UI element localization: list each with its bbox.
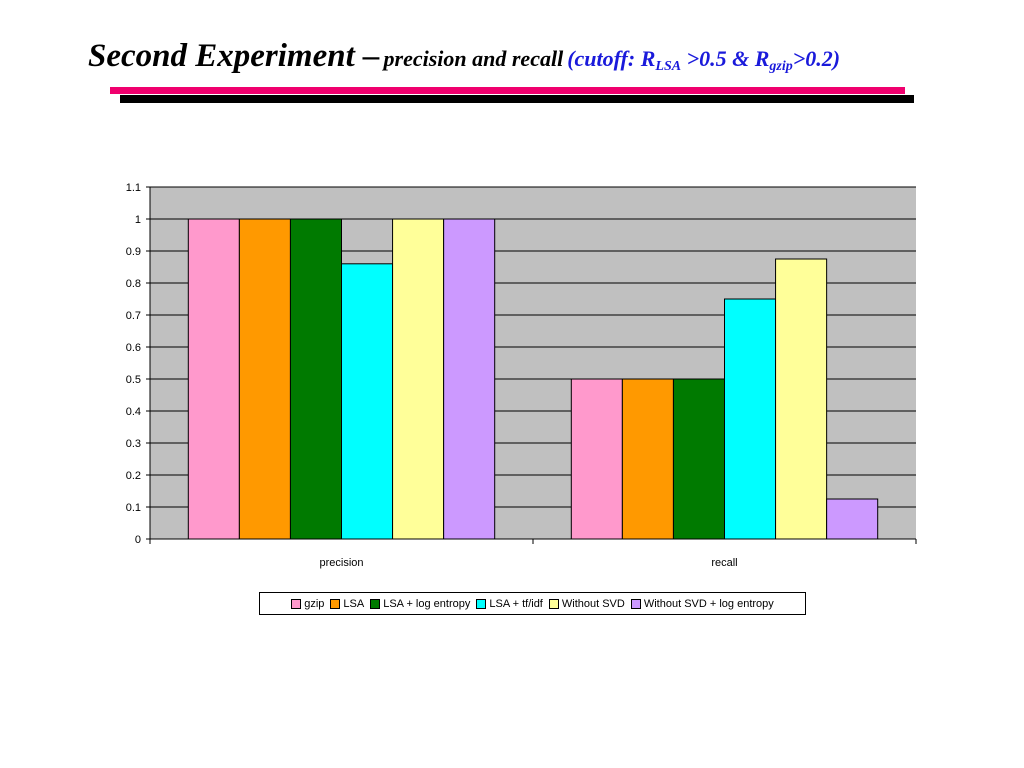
y-tick-label: 0.1 — [126, 502, 141, 514]
legend-label: Without SVD + log entropy — [643, 597, 774, 610]
bar — [443, 218, 496, 540]
bar — [570, 378, 623, 540]
legend-item: Without SVD + log entropy — [630, 597, 774, 610]
legend-swatch — [330, 598, 341, 609]
y-tick-label: 0.3 — [126, 438, 141, 450]
legend-item: LSA — [330, 598, 364, 610]
bar — [341, 263, 394, 540]
title-subtitle: precision and recall — [383, 46, 564, 71]
y-tick-label: 1 — [135, 214, 141, 226]
y-tick-label: 0.2 — [126, 470, 141, 482]
legend-swatch — [291, 598, 302, 609]
bar — [621, 378, 674, 540]
x-category-label: precision — [319, 557, 363, 569]
y-tick-label: 0.6 — [126, 342, 141, 354]
legend-item: LSA + tf/idf — [476, 598, 543, 610]
legend-label: LSA + tf/idf — [489, 597, 543, 610]
legend-item: LSA + log entropy — [370, 598, 470, 610]
legend-item: gzip — [291, 598, 324, 610]
bar — [826, 498, 879, 540]
slide-title: Second Experiment – precision and recall… — [88, 38, 1008, 75]
y-tick-label: 0.7 — [126, 310, 141, 322]
bar — [724, 298, 777, 540]
legend-swatch — [370, 598, 381, 609]
legend-swatch — [630, 598, 641, 609]
cutoff-suffix: >0.2) — [792, 46, 841, 71]
legend-label: gzip — [304, 597, 325, 610]
x-category-label: recall — [711, 557, 737, 569]
y-tick-label: 1.1 — [126, 182, 141, 194]
legend-label: LSA + log entropy — [383, 597, 471, 610]
bar — [392, 218, 445, 540]
bar — [238, 218, 291, 540]
title-underline-pink — [110, 87, 905, 94]
title-cutoff: (cutoff: RLSA >0.5 & Rgzip>0.2) — [567, 46, 841, 74]
legend-item: Without SVD — [548, 597, 625, 610]
cutoff-subscript-gzip: gzip — [769, 59, 793, 74]
title-underline-black — [120, 95, 914, 103]
y-tick-label: 0.9 — [126, 246, 141, 258]
bar — [775, 258, 828, 540]
y-tick-label: 0.8 — [126, 278, 141, 290]
legend-label: LSA — [343, 597, 365, 610]
chart-legend: gzip LSA LSA + log entropy LSA + tf/idf With… — [259, 592, 806, 615]
legend-swatch — [548, 598, 559, 609]
cutoff-subscript-lsa: LSA — [655, 59, 682, 74]
cutoff-prefix: (cutoff: R — [567, 46, 656, 71]
title-main: Second Experiment – — [88, 38, 380, 74]
bar — [672, 378, 726, 540]
legend-label: Without SVD — [561, 597, 625, 610]
y-tick-label: 0 — [135, 534, 141, 546]
bar — [289, 218, 342, 540]
bar — [187, 218, 240, 540]
legend-swatch — [476, 598, 487, 609]
y-tick-label: 0.5 — [126, 374, 141, 386]
cutoff-middle: >0.5 & R — [681, 46, 770, 71]
y-tick-label: 0.4 — [126, 406, 141, 418]
